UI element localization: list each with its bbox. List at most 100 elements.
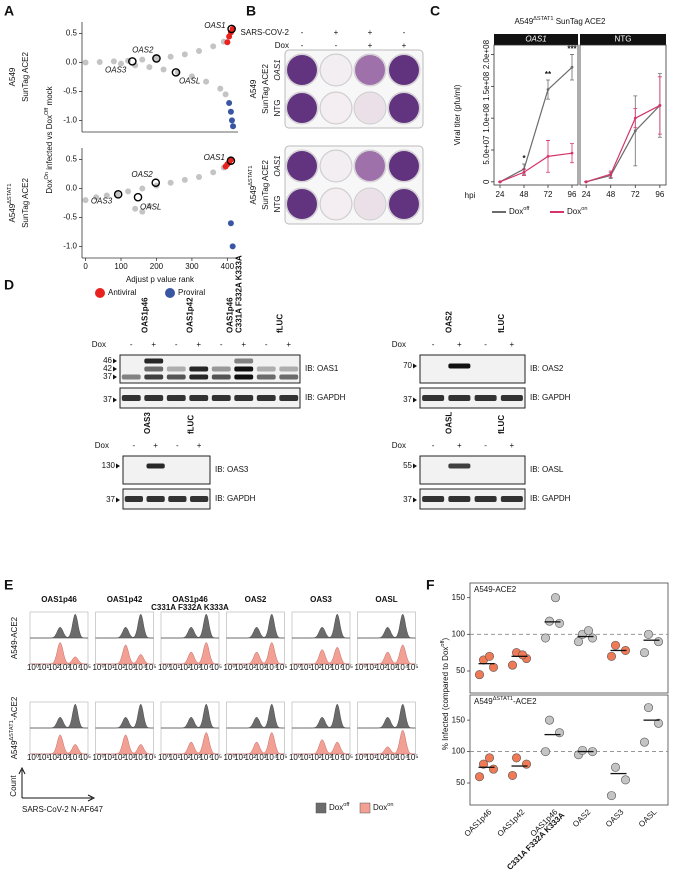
x-tick-label: 10⁵ [210, 753, 222, 762]
x-tick-label: 10² [376, 663, 388, 672]
lane-sign: + [153, 441, 158, 450]
y-axis-title: % Infected (compared to Doxoff) [440, 637, 450, 750]
panel-label: A [4, 3, 14, 19]
legend-swatch [359, 802, 371, 814]
highlight-ring [133, 192, 143, 202]
text-part: -ACE2 [513, 697, 537, 706]
x-tick-label: 72 [631, 190, 640, 199]
plot-frame [493, 44, 579, 186]
text-part: A549-ACE2 [474, 585, 517, 594]
lane-sign: + [457, 340, 462, 349]
well-stain [389, 93, 419, 123]
text-part: Dox [567, 207, 581, 216]
marker-arrow [413, 397, 417, 403]
band [121, 395, 141, 401]
point [639, 737, 649, 747]
dox-label: Dox [92, 340, 106, 349]
band [166, 366, 186, 372]
marker-label: 37 [103, 395, 112, 404]
plate-label: SunTag ACE2 [261, 160, 270, 210]
marker-label: 42 [103, 364, 112, 373]
point [570, 151, 574, 155]
lane-sign: - [175, 340, 178, 349]
point [658, 104, 662, 107]
band [500, 496, 523, 502]
x-tick-label: 96 [655, 190, 664, 199]
ib-label: IB: OAS2 [530, 364, 564, 373]
histogram [226, 703, 285, 729]
text-part: SunTag ACE2 [553, 17, 606, 26]
x-tick-label: 10⁰ [27, 663, 39, 672]
point [139, 56, 146, 63]
band [211, 374, 231, 380]
highlight-ring [151, 178, 161, 188]
band [189, 366, 209, 372]
x-tick-label: 10⁴ [396, 753, 409, 762]
x-tick-label: 10¹ [169, 753, 181, 762]
point [227, 220, 234, 227]
histogram [292, 703, 350, 729]
legend-label: Doxoff [509, 206, 530, 216]
series-line [585, 105, 661, 183]
text-part: Dox [509, 207, 523, 216]
condition-label: Dox [275, 41, 289, 50]
plot-frame [579, 44, 667, 186]
point [226, 100, 233, 107]
row-label: SunTag ACE2 [21, 52, 30, 102]
panel-label: C [430, 3, 440, 19]
legend-label: Antiviral [108, 288, 137, 297]
y-tick-label: -0.5 [63, 87, 77, 96]
text-part: A549 [474, 697, 493, 706]
band [189, 496, 209, 502]
text-part: SunTag ACE2 [261, 64, 270, 114]
x-tick-label: 10³ [386, 753, 398, 762]
band [166, 374, 186, 380]
x-tick-label: 300 [185, 262, 199, 271]
band [144, 366, 164, 372]
x-tick-label: 10³ [386, 663, 398, 672]
point [633, 116, 637, 120]
point [224, 39, 231, 46]
x-tick-label: 10⁴ [134, 753, 147, 762]
point [93, 194, 100, 201]
histogram [357, 613, 416, 639]
x-tick-label: 10³ [255, 663, 267, 672]
histogram [30, 613, 88, 639]
x-tick-label: 10¹ [38, 753, 50, 762]
point [484, 651, 494, 661]
text-part: A549-ACE2 [10, 616, 19, 659]
x-tick-label: 48 [520, 190, 529, 199]
superscript: off [343, 802, 350, 808]
row-label: A549ΔSTAT1-ACE2 [9, 696, 19, 759]
condition-sign: - [301, 41, 304, 50]
well-stain [355, 151, 385, 181]
x-tick-label: 10⁰ [289, 753, 301, 762]
x-tick-label: 10⁰ [223, 753, 235, 762]
x-tick-label: 10¹ [365, 753, 377, 762]
panel-label: F [426, 577, 435, 593]
well-stain [355, 189, 385, 219]
condition-sign: + [334, 28, 339, 37]
x-tick-label: 10⁴ [68, 753, 81, 762]
gene-label: OAS3 [105, 65, 127, 74]
x-tick-label: 10¹ [365, 663, 377, 672]
point [114, 191, 121, 198]
superscript: ΔSTAT1 [9, 720, 15, 740]
gene-label: OAS2 [131, 170, 153, 179]
point [217, 85, 224, 92]
band [500, 395, 523, 401]
point [540, 633, 550, 643]
x-tick-label: 10³ [58, 663, 70, 672]
blot [419, 387, 526, 409]
point [167, 179, 174, 186]
point [229, 243, 236, 250]
lane-sign: - [432, 340, 435, 349]
lane-sign: + [510, 441, 515, 450]
plot-frame [469, 694, 669, 806]
gene-label: OASL [140, 202, 161, 211]
ib-label: IB: GAPDH [215, 494, 256, 503]
x-tick-label: 10⁰ [158, 753, 170, 762]
point [544, 616, 554, 626]
